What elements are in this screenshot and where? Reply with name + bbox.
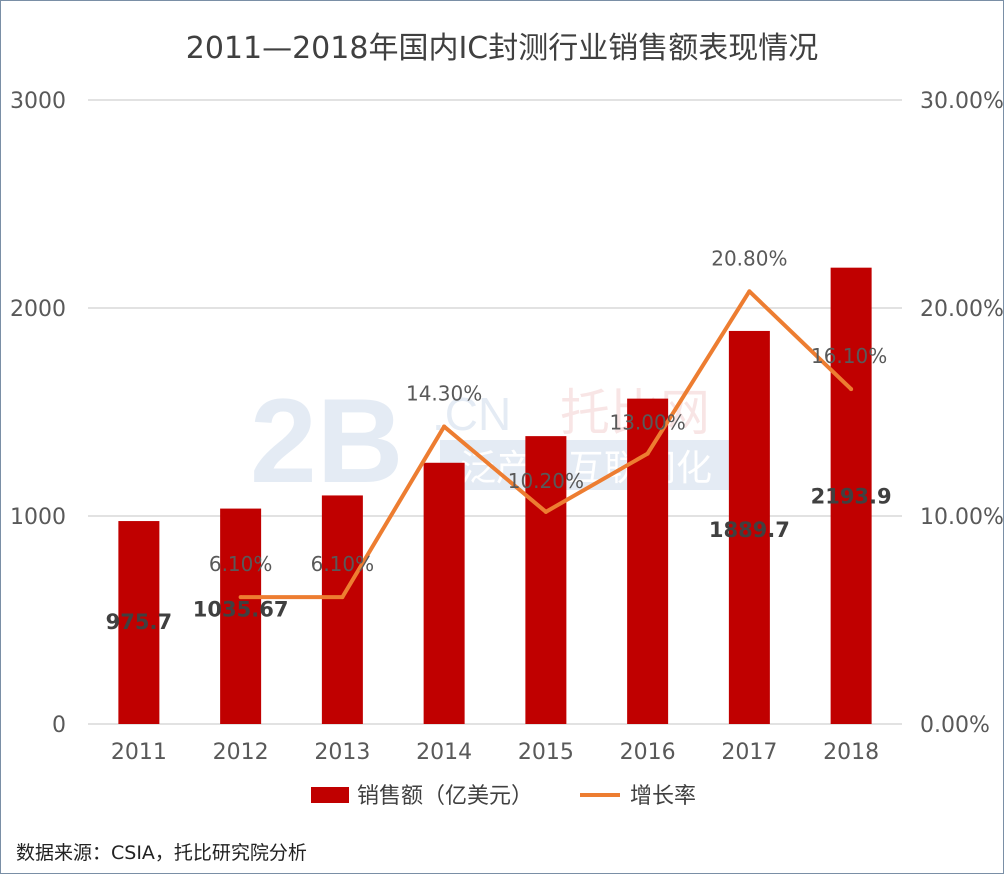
bar — [525, 436, 567, 724]
line-point — [238, 595, 243, 600]
bar-value-label: 1035.67 — [193, 598, 289, 622]
right-tick-label: 20.00% — [920, 297, 1004, 322]
right-tick-label: 30.00% — [920, 89, 1004, 114]
left-tick-label: 3000 — [10, 89, 66, 114]
line-series — [238, 289, 854, 600]
left-tick-label: 0 — [52, 713, 66, 738]
x-tick-label: 2016 — [620, 740, 676, 765]
line-point — [543, 509, 548, 514]
right-tick-label: 10.00% — [920, 505, 1004, 530]
line-point — [442, 424, 447, 429]
x-tick-label: 2013 — [314, 740, 370, 765]
left-axis: 0 1000 2000 3000 — [10, 89, 66, 738]
svg-text:.CN: .CN — [432, 388, 511, 440]
x-tick-label: 2011 — [111, 740, 167, 765]
bar — [321, 495, 363, 724]
bar — [423, 462, 465, 724]
bar-value-label: 975.7 — [106, 610, 172, 634]
x-tick-label: 2015 — [518, 740, 574, 765]
bar-value-label: 1889.7 — [709, 518, 790, 542]
source-note: 数据来源：CSIA，托比研究院分析 — [16, 842, 307, 864]
watermark-logo: 2B .CN 托比网 泛产业互联网化 — [250, 374, 750, 508]
legend-bar-label: 销售额（亿美元） — [357, 784, 533, 809]
svg-text:2B: 2B — [250, 374, 403, 508]
x-tick-label: 2018 — [823, 740, 879, 765]
bar — [118, 521, 160, 724]
left-tick-label: 2000 — [10, 297, 66, 322]
growth-value-label: 6.10% — [209, 552, 273, 576]
legend: 销售额（亿美元） 增长率 — [311, 784, 696, 809]
line-point — [849, 387, 854, 392]
bar — [830, 267, 872, 724]
bar — [627, 398, 669, 724]
x-axis: 2011 2012 2013 2014 2015 2016 2017 2018 — [111, 740, 879, 765]
line-point — [645, 451, 650, 456]
legend-bar-swatch — [311, 787, 349, 803]
right-tick-label: 0.00% — [920, 713, 990, 738]
line-point — [340, 595, 345, 600]
growth-value-label: 14.30% — [406, 382, 482, 406]
bar — [220, 508, 262, 724]
growth-value-label: 10.20% — [508, 469, 584, 493]
bar-value-label: 2193.9 — [811, 485, 892, 509]
legend-line-label: 增长率 — [630, 784, 696, 809]
growth-value-label: 6.10% — [311, 552, 375, 576]
svg-text:泛产业互联网化: 泛产业互联网化 — [460, 448, 712, 489]
x-tick-label: 2014 — [416, 740, 472, 765]
line-point — [747, 289, 752, 294]
growth-value-label: 20.80% — [711, 246, 787, 270]
chart-title: 2011—2018年国内IC封测行业销售额表现情况 — [186, 31, 819, 66]
bar — [728, 330, 770, 724]
x-tick-label: 2017 — [721, 740, 777, 765]
x-tick-label: 2012 — [213, 740, 269, 765]
left-tick-label: 1000 — [10, 505, 66, 530]
bar-series — [118, 267, 872, 724]
right-axis: 0.00% 10.00% 20.00% 30.00% — [920, 89, 1004, 738]
data-labels: 975.7 1035.67 1889.7 2193.9 6.10% 6.10% 14.30%… — [106, 246, 892, 634]
growth-value-label: 16.10% — [811, 344, 887, 368]
growth-value-label: 13.00% — [609, 411, 685, 435]
